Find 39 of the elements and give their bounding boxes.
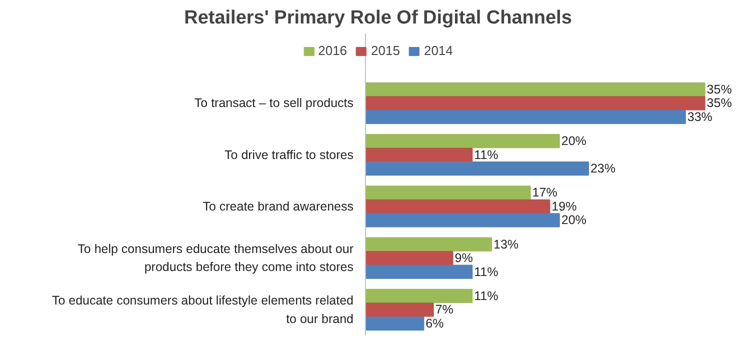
data-label: 19%	[552, 199, 577, 214]
legend-label: 2016	[318, 43, 348, 58]
bar	[365, 199, 550, 214]
y-tick-label: To educate consumers about lifestyle elements related to our brand	[52, 294, 354, 326]
bar	[365, 264, 473, 279]
data-label: 9%	[454, 251, 473, 266]
chart-title: Retailers' Primary Role Of Digital Channels	[184, 8, 572, 28]
y-tick-label: To help consumers educate themselves about our products before they come into stores	[78, 242, 354, 274]
y-tick-label: To transact – to sell products	[194, 96, 354, 110]
data-label: 11%	[474, 264, 498, 279]
data-label: 20%	[561, 134, 586, 148]
bar	[365, 237, 492, 252]
bar	[365, 82, 706, 96]
data-label: 11%	[474, 148, 498, 162]
y-tick-label: To drive traffic to stores	[224, 148, 354, 162]
data-label: 11%	[474, 288, 498, 303]
bar	[365, 110, 686, 124]
data-label: 20%	[561, 213, 586, 228]
bar	[365, 186, 531, 200]
bar	[365, 288, 473, 303]
data-label: 33%	[687, 110, 712, 124]
data-label: 13%	[494, 237, 519, 252]
bar	[365, 96, 706, 110]
y-tick-label: To create brand awareness	[202, 199, 354, 214]
bar	[365, 134, 560, 148]
bar	[365, 162, 589, 176]
data-label: 7%	[435, 302, 454, 317]
bar	[365, 316, 424, 330]
legend-label: 2015	[371, 43, 400, 58]
data-label: 6%	[426, 316, 444, 330]
bar	[365, 148, 473, 162]
data-label: 17%	[532, 186, 558, 200]
bar	[365, 302, 434, 317]
data-label: 23%	[590, 162, 616, 176]
data-label: 35%	[706, 82, 732, 96]
bar	[365, 213, 560, 228]
legend-label: 2014	[424, 43, 453, 58]
bar	[365, 251, 454, 266]
data-label: 35%	[706, 96, 732, 110]
